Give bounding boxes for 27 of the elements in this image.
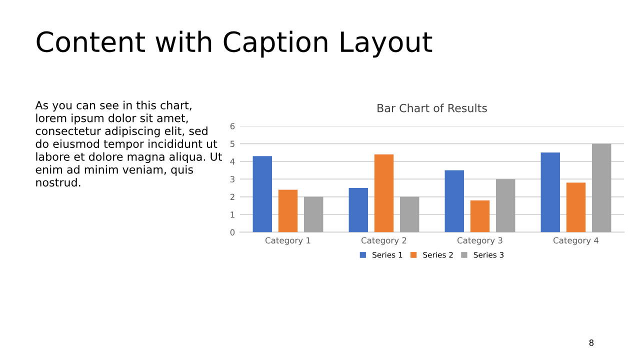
- chart-title: Bar Chart of Results: [378, 104, 487, 112]
- y-tick-label: 5: [230, 140, 234, 147]
- y-tick-label: 0: [230, 229, 235, 236]
- bar: [566, 182, 586, 232]
- bar: [278, 190, 298, 232]
- bar: [304, 196, 324, 232]
- bar: [592, 144, 612, 232]
- text: As you can see in this chart, lorem ipsum dolor sit amet, consectetur adipiscing elit, sed do eiusmod tempor incididunt ut labore et dolore magna aliqua. Ut enim ad minim veniam, quis nostrud.: [35, 100, 222, 187]
- text: 8: [589, 339, 594, 346]
- y-tick-label: 6: [230, 122, 235, 130]
- x-tick-label: Category 4: [553, 237, 599, 246]
- bar: [470, 200, 490, 232]
- y-tick-label: 3: [230, 176, 234, 182]
- bar: [496, 179, 516, 232]
- bar: [540, 152, 560, 232]
- x-tick-label: Category 3: [457, 237, 502, 246]
- text: Content with Caption Layout: [36, 30, 432, 58]
- bar: [400, 196, 420, 232]
- bar: [348, 188, 368, 232]
- bar: [444, 170, 464, 232]
- x-tick-label: Category 2: [361, 237, 406, 246]
- x-tick-label: Category 1: [265, 237, 310, 246]
- bar: [252, 156, 272, 232]
- y-tick-label: 4: [230, 158, 235, 165]
- y-tick-label: 2: [230, 194, 234, 200]
- bar: [374, 154, 394, 232]
- y-tick-label: 1: [230, 212, 234, 218]
